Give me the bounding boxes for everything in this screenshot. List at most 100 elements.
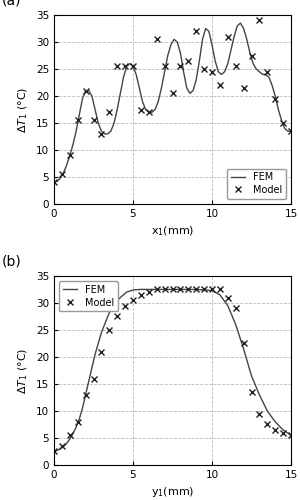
Model <box>242 85 245 91</box>
FEM <box>242 346 245 352</box>
Model <box>100 348 103 354</box>
FEM <box>250 373 253 379</box>
FEM <box>96 340 100 346</box>
FEM <box>87 378 91 384</box>
FEM <box>128 288 132 294</box>
FEM <box>106 314 110 320</box>
Model <box>107 327 111 333</box>
Model <box>258 18 261 24</box>
Model <box>210 68 214 74</box>
FEM <box>266 408 269 414</box>
Model <box>218 286 222 292</box>
Model <box>273 427 277 433</box>
Model <box>92 376 95 382</box>
Model <box>139 292 143 298</box>
FEM <box>109 306 113 312</box>
Line: FEM: FEM <box>54 23 291 182</box>
FEM <box>289 128 293 134</box>
Model <box>210 286 214 292</box>
FEM <box>100 330 103 336</box>
FEM <box>58 446 62 452</box>
Model <box>250 52 253 59</box>
Model <box>155 286 158 292</box>
FEM <box>52 448 56 454</box>
Model <box>52 448 56 454</box>
FEM <box>103 322 106 328</box>
Model <box>116 314 119 320</box>
FEM <box>118 294 122 300</box>
FEM <box>210 42 214 48</box>
FEM <box>116 297 119 303</box>
FEM <box>139 286 143 292</box>
FEM <box>84 392 87 398</box>
FEM <box>178 286 182 292</box>
FEM <box>226 302 230 308</box>
Model <box>242 340 245 346</box>
FEM <box>93 352 97 358</box>
FEM <box>147 286 151 292</box>
Model <box>84 88 87 94</box>
Model <box>131 297 135 303</box>
Model <box>147 109 151 115</box>
FEM <box>187 286 190 292</box>
FEM <box>163 286 166 292</box>
FEM <box>273 419 277 425</box>
Model <box>171 90 174 96</box>
Model <box>155 36 158 43</box>
FEM <box>68 436 72 442</box>
Model <box>123 302 127 308</box>
FEM <box>202 287 206 293</box>
Text: (b): (b) <box>2 254 22 268</box>
FEM <box>289 432 293 438</box>
FEM <box>74 128 78 134</box>
FEM <box>210 288 214 294</box>
Model <box>178 64 182 70</box>
Model <box>178 286 182 292</box>
FEM <box>131 287 135 293</box>
Model <box>234 64 238 70</box>
Model <box>139 106 143 112</box>
Line: Model: Model <box>51 18 294 185</box>
FEM <box>77 416 81 422</box>
FEM <box>281 427 285 433</box>
FEM <box>171 286 174 292</box>
Model <box>163 286 166 292</box>
FEM <box>90 365 94 371</box>
FEM <box>238 20 242 26</box>
FEM <box>194 286 198 292</box>
Y-axis label: $\Delta T_1$ (°C): $\Delta T_1$ (°C) <box>17 348 30 394</box>
Model <box>100 131 103 137</box>
Model <box>171 286 174 292</box>
Model <box>68 432 72 438</box>
X-axis label: y$_1$(mm): y$_1$(mm) <box>151 486 194 500</box>
Model <box>234 306 238 312</box>
Model <box>194 28 198 34</box>
FEM <box>204 26 208 32</box>
FEM <box>74 424 78 430</box>
FEM <box>245 36 249 43</box>
Model <box>281 120 285 126</box>
Model <box>116 64 119 70</box>
FEM <box>176 39 179 45</box>
Model <box>273 96 277 102</box>
Model <box>60 172 64 177</box>
Model <box>187 58 190 64</box>
Model <box>218 82 222 88</box>
Model <box>52 180 56 186</box>
Model <box>76 118 80 124</box>
Model <box>266 68 269 74</box>
FEM <box>234 322 238 328</box>
Model <box>202 286 206 292</box>
FEM <box>56 448 59 454</box>
Model <box>76 419 80 425</box>
Model <box>60 443 64 449</box>
Y-axis label: $\Delta T_1$ (°C): $\Delta T_1$ (°C) <box>17 86 30 132</box>
Model <box>226 34 230 40</box>
Model <box>258 410 261 416</box>
Line: Model: Model <box>51 286 294 454</box>
Legend: FEM, Model: FEM, Model <box>227 168 286 199</box>
X-axis label: x$_1$(mm): x$_1$(mm) <box>151 224 194 238</box>
FEM <box>258 392 261 398</box>
Text: (a): (a) <box>2 0 21 8</box>
FEM <box>81 406 84 411</box>
